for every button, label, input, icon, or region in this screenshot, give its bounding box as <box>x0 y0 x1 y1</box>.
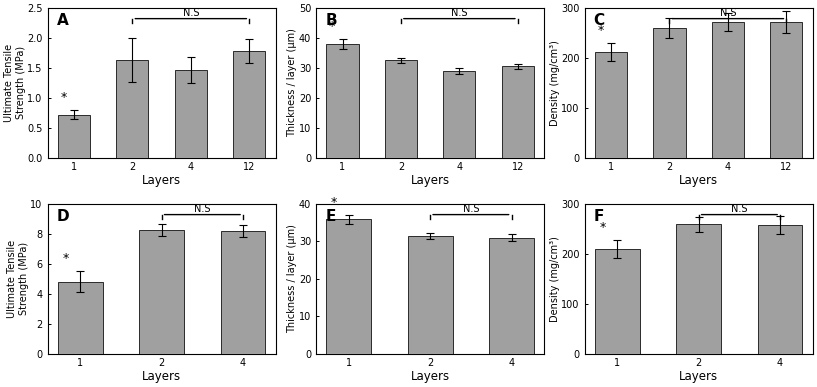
Bar <box>408 236 453 354</box>
Bar <box>327 44 359 158</box>
Text: E: E <box>325 209 336 224</box>
Bar <box>489 238 534 354</box>
Bar <box>175 70 207 158</box>
Text: *: * <box>62 252 69 265</box>
Bar <box>233 51 266 158</box>
Bar <box>712 22 744 158</box>
Y-axis label: Density (mg/cm³): Density (mg/cm³) <box>550 236 560 322</box>
Text: *: * <box>331 195 337 209</box>
Bar <box>444 71 475 158</box>
Bar <box>654 28 685 158</box>
Bar <box>139 229 184 354</box>
Bar <box>385 60 417 158</box>
Text: N.S: N.S <box>731 204 748 214</box>
Text: B: B <box>325 13 337 27</box>
Text: F: F <box>594 209 604 224</box>
Bar <box>770 22 802 158</box>
Text: *: * <box>597 24 604 37</box>
Text: N.S: N.S <box>720 8 736 18</box>
Bar <box>221 231 266 354</box>
X-axis label: Layers: Layers <box>142 174 181 187</box>
Bar <box>595 52 627 158</box>
Bar <box>116 60 149 158</box>
Text: *: * <box>60 91 66 104</box>
X-axis label: Layers: Layers <box>679 370 718 383</box>
Bar <box>676 224 721 354</box>
Text: N.S: N.S <box>451 8 467 18</box>
Bar <box>502 67 534 158</box>
Text: D: D <box>56 209 69 224</box>
Y-axis label: Thickness / layer (μm): Thickness / layer (μm) <box>288 29 297 137</box>
Text: A: A <box>56 13 69 27</box>
Text: *: * <box>600 221 606 234</box>
Text: N.S: N.S <box>183 8 199 18</box>
Bar <box>58 282 103 354</box>
Text: *: * <box>329 20 335 33</box>
Text: N.S: N.S <box>194 204 211 214</box>
Bar <box>595 249 640 354</box>
X-axis label: Layers: Layers <box>679 174 718 187</box>
Text: C: C <box>594 13 605 27</box>
Bar <box>327 219 371 354</box>
X-axis label: Layers: Layers <box>142 370 181 383</box>
Bar <box>58 115 90 158</box>
X-axis label: Layers: Layers <box>411 174 449 187</box>
Text: N.S: N.S <box>462 204 479 214</box>
Y-axis label: Ultimate Tensile
Strength (MPa): Ultimate Tensile Strength (MPa) <box>4 44 26 122</box>
X-axis label: Layers: Layers <box>411 370 449 383</box>
Y-axis label: Ultimate Tensile
Strength (MPa): Ultimate Tensile Strength (MPa) <box>7 240 29 318</box>
Bar <box>757 225 802 354</box>
Y-axis label: Thickness / layer (μm): Thickness / layer (μm) <box>288 224 297 333</box>
Y-axis label: Density (mg/cm³): Density (mg/cm³) <box>550 40 560 126</box>
